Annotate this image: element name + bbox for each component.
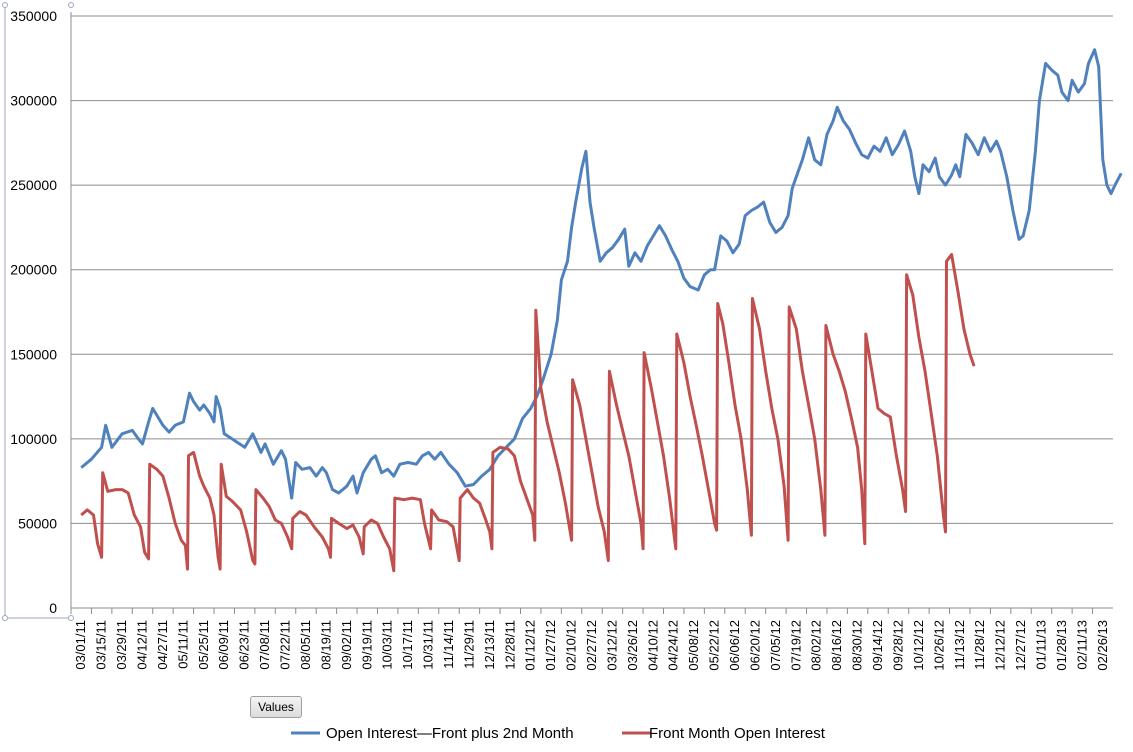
y-tick-label: 200000 — [10, 262, 57, 278]
values-field-button[interactable]: Values — [250, 696, 302, 718]
x-tick-label: 05/22/12 — [707, 620, 722, 671]
x-tick-label: 07/08/11 — [257, 620, 272, 670]
x-tick-label: 04/10/12 — [645, 620, 660, 671]
x-tick-label: 01/27/12 — [543, 620, 558, 671]
x-tick-label: 10/03/11 — [380, 620, 395, 670]
y-tick-label: 0 — [49, 600, 57, 616]
y-tick-label: 150000 — [10, 346, 57, 362]
selection-handle[interactable] — [68, 2, 74, 8]
series-line-2 — [80, 253, 976, 573]
x-axis-ticks: 03/01/11 03/15/11 03/29/11 04/12/11 04/27/11… — [70, 608, 1110, 671]
x-tick-label: 03/15/11 — [94, 620, 109, 670]
x-tick-label: 04/24/12 — [666, 620, 681, 671]
x-tick-label: 07/05/12 — [768, 620, 783, 671]
x-tick-label: 03/12/12 — [604, 620, 619, 671]
x-tick-label: 02/10/12 — [564, 620, 579, 671]
legend-label: Open Interest—Front plus 2nd Month — [326, 725, 574, 742]
legend: Open Interest—Front plus 2nd Month Front … — [291, 725, 826, 742]
x-tick-label: 03/29/11 — [114, 620, 129, 670]
x-tick-label: 08/30/12 — [850, 620, 865, 671]
x-tick-label: 05/08/12 — [686, 620, 701, 671]
x-tick-label: 03/26/12 — [625, 620, 640, 671]
selection-handle[interactable] — [2, 2, 8, 8]
x-tick-label: 08/02/12 — [809, 620, 824, 671]
x-tick-label: 09/28/12 — [890, 620, 905, 671]
x-tick-label: 06/20/12 — [747, 620, 762, 671]
x-tick-label: 05/25/11 — [196, 620, 211, 670]
x-tick-label: 03/01/11 — [73, 620, 88, 670]
series-line-1 — [80, 48, 1123, 500]
x-tick-label: 01/28/13 — [1054, 620, 1069, 671]
x-tick-label: 07/19/12 — [788, 620, 803, 671]
x-tick-label: 10/26/12 — [931, 620, 946, 671]
gridlines — [2, 2, 1113, 621]
selection-handle[interactable] — [68, 615, 74, 621]
x-tick-label: 09/14/12 — [870, 620, 885, 671]
x-tick-label: 10/12/12 — [911, 620, 926, 671]
x-tick-label: 11/13/12 — [952, 620, 967, 670]
x-tick-label: 11/29/11 — [461, 620, 476, 669]
series-group — [80, 48, 1123, 573]
legend-label: Front Month Open Interest — [649, 725, 826, 742]
x-tick-label: 01/12/12 — [523, 620, 538, 671]
x-tick-label: 07/22/11 — [278, 620, 293, 670]
x-tick-label: 10/17/11 — [400, 620, 415, 670]
x-tick-label: 08/16/12 — [829, 620, 844, 671]
x-tick-label: 09/02/11 — [339, 620, 354, 670]
x-tick-label: 11/28/12 — [972, 620, 987, 670]
y-tick-label: 350000 — [10, 8, 57, 24]
x-tick-label: 02/27/12 — [584, 620, 599, 671]
y-axis-ticks: 0 50000 100000 150000 200000 250000 300000 3500… — [10, 8, 57, 616]
x-tick-label: 04/27/11 — [155, 620, 170, 670]
x-tick-label: 11/14/11 — [441, 620, 456, 669]
x-tick-label: 08/05/11 — [298, 620, 313, 670]
x-tick-label: 02/11/13 — [1074, 620, 1089, 670]
x-tick-label: 12/28/11 — [502, 620, 517, 670]
x-tick-label: 01/11/13 — [1033, 620, 1048, 670]
y-tick-label: 250000 — [10, 177, 57, 193]
y-tick-label: 100000 — [10, 431, 57, 447]
x-tick-label: 06/09/11 — [216, 620, 231, 670]
y-tick-label: 50000 — [18, 515, 57, 531]
x-tick-label: 12/13/11 — [482, 620, 497, 670]
selection-handle[interactable] — [2, 615, 8, 621]
x-tick-label: 02/26/13 — [1095, 620, 1110, 671]
x-tick-label: 05/11/11 — [175, 620, 190, 669]
x-tick-label: 04/12/11 — [135, 620, 150, 670]
x-tick-label: 12/27/12 — [1013, 620, 1028, 671]
x-tick-label: 06/06/12 — [727, 620, 742, 671]
y-tick-label: 300000 — [10, 93, 57, 109]
x-tick-label: 12/12/12 — [993, 620, 1008, 671]
x-tick-label: 06/23/11 — [237, 620, 252, 670]
x-tick-label: 08/19/11 — [318, 620, 333, 670]
x-tick-label: 10/31/11 — [421, 620, 436, 670]
x-tick-label: 09/19/11 — [359, 620, 374, 670]
